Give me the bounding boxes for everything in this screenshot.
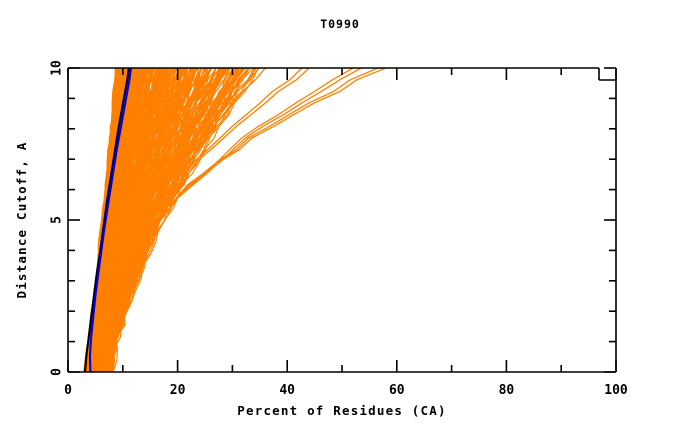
model-curve bbox=[108, 68, 237, 372]
x-axis-title: Percent of Residues (CA) bbox=[237, 403, 446, 418]
y-tick-label: 10 bbox=[50, 60, 65, 76]
axis-ticks bbox=[67, 67, 617, 373]
y-tick-label: 5 bbox=[50, 216, 65, 224]
plot-area bbox=[82, 68, 387, 372]
x-tick-label: 20 bbox=[170, 383, 186, 398]
x-tick-label: 60 bbox=[389, 383, 405, 398]
x-tick-label: 80 bbox=[499, 383, 515, 398]
model-curve bbox=[109, 68, 259, 372]
y-tick-label: 0 bbox=[50, 368, 65, 376]
x-tick-label: 0 bbox=[64, 383, 72, 398]
model-curve-outlier bbox=[90, 68, 260, 372]
axis-tick-labels: 0 20 40 60 80 100 0 5 10 bbox=[50, 60, 628, 398]
model-curve bbox=[93, 68, 153, 372]
named-curves bbox=[83, 68, 133, 372]
chart-title: T0990 bbox=[320, 17, 360, 31]
model-curve-outlier bbox=[104, 68, 379, 372]
x-tick-label: 100 bbox=[604, 383, 628, 398]
model-curve-outlier bbox=[97, 68, 303, 372]
model-curve-outlier bbox=[101, 68, 354, 372]
series-reference-black bbox=[83, 68, 130, 372]
x-tick-label: 40 bbox=[279, 383, 295, 398]
model-curve-outlier bbox=[89, 68, 266, 372]
y-axis-title: Distance Cutoff, A bbox=[14, 141, 29, 298]
series-highlight-blue bbox=[88, 68, 133, 372]
model-curve bbox=[107, 68, 240, 372]
model-curve bbox=[94, 68, 157, 372]
